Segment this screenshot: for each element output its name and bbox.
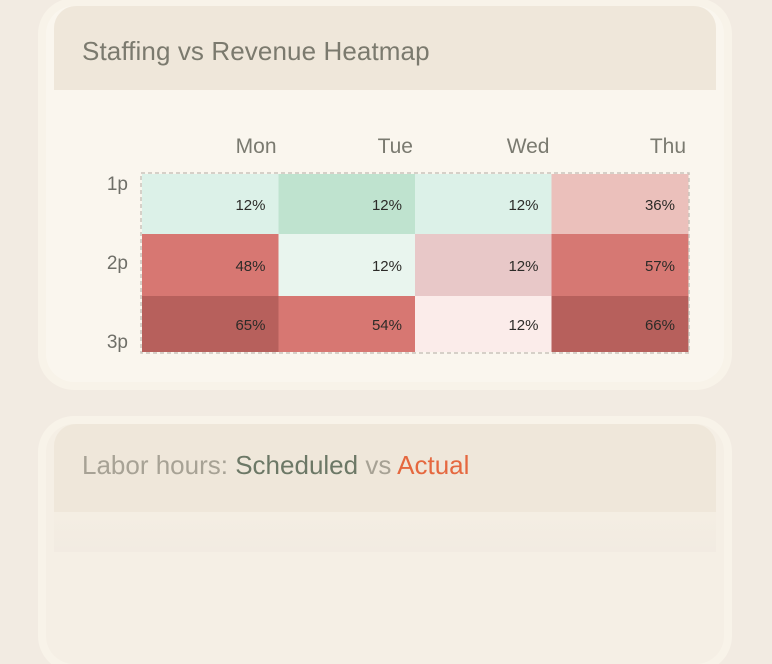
heatmap-cell	[415, 296, 552, 352]
column-label-wed: Wed	[507, 135, 550, 158]
row-label-3p: 3p	[107, 332, 128, 353]
labor-hours-card: Labor hours: Scheduled vs Actual	[46, 424, 724, 664]
legend-scheduled: Scheduled	[235, 450, 359, 480]
heatmap-cell-value: 12%	[508, 258, 538, 275]
column-label-tue: Tue	[378, 135, 413, 158]
heatmap-cell-value: 36%	[645, 197, 675, 214]
column-label-thu: Thu	[650, 135, 686, 158]
labor-chart-placeholder	[54, 512, 716, 552]
heatmap-cell	[142, 174, 279, 234]
heatmap-title: Staffing vs Revenue Heatmap	[82, 36, 430, 66]
heatmap-cell-value: 48%	[235, 258, 265, 275]
labor-title-prefix: Labor hours:	[82, 450, 228, 480]
row-label-1p: 1p	[107, 174, 128, 195]
heatmap-cell-value: 12%	[235, 197, 265, 214]
heatmap-cell-value: 12%	[372, 258, 402, 275]
heatmap-cell	[278, 174, 416, 234]
heatmap-cell	[278, 234, 416, 296]
heatmap-cell	[551, 234, 689, 296]
heatmap-cell	[415, 234, 552, 296]
row-label-2p: 2p	[107, 253, 128, 274]
legend-actual: Actual	[397, 450, 470, 480]
heatmap-cell	[142, 296, 279, 352]
heatmap-cell-value: 12%	[508, 317, 538, 334]
heatmap-cell-value: 66%	[645, 317, 675, 334]
heatmap-cell-value: 54%	[372, 317, 402, 334]
heatmap-cell	[551, 174, 689, 234]
labor-hours-title: Labor hours: Scheduled vs Actual	[82, 450, 469, 481]
heatmap-cell	[142, 234, 279, 296]
heatmap-cell-value: 12%	[508, 197, 538, 214]
heatmap-card: Staffing vs Revenue Heatmap Mon Tue Wed Thu…	[46, 6, 724, 382]
legend-vs: vs	[365, 450, 392, 480]
heatmap-cell-value: 65%	[235, 317, 265, 334]
heatmap-cell-value: 12%	[372, 197, 402, 214]
heatmap-cell	[551, 296, 689, 352]
heatmap-border	[140, 172, 690, 354]
heatmap-cell	[278, 296, 416, 352]
heatmap-chart: Mon Tue Wed Thu 12% 12% 12% 36% 48% 12% 12% 57% 65% 5…	[107, 135, 690, 354]
heatmap-card-header: Staffing vs Revenue Heatmap	[54, 6, 716, 90]
column-label-mon: Mon	[236, 135, 277, 158]
heatmap-cell-value: 57%	[645, 258, 675, 275]
heatmap-cell	[415, 174, 552, 234]
labor-card-header: Labor hours: Scheduled vs Actual	[54, 424, 716, 512]
